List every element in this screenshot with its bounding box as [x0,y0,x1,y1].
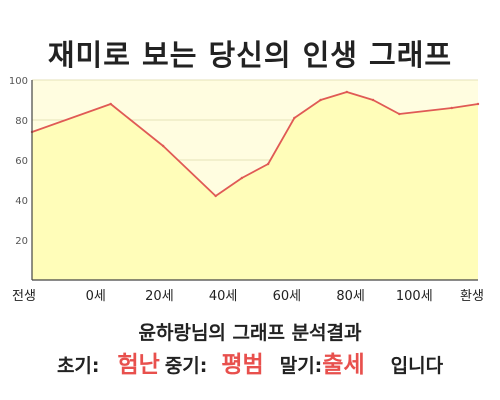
late-label: 말기: [279,355,323,377]
y-tick-label: 80 [15,116,28,127]
data-point [293,116,296,120]
analysis-result: 초기: 험난 중기: 평범 말기: 출세 입니다 [0,345,500,379]
early-label: 초기: [56,355,100,377]
analysis-heading: 윤하랑님의 그래프 분석결과 [138,322,362,344]
suffix-text: 입니다 [390,355,444,377]
chart-title: 재미로 보는 당신의 인생 그래프 [47,38,453,72]
data-point [214,194,217,198]
x-tick-label: 60세 [273,289,302,304]
x-tick-label: 80세 [336,289,365,304]
x-tick-label: 20세 [145,289,174,304]
data-point [319,98,322,102]
data-point [371,98,375,102]
x-tick-label: 전생 [12,289,36,304]
y-tick-label: 20 [15,236,28,247]
mid-value: 평범 [221,352,264,378]
data-point [450,106,453,110]
data-point [398,112,401,116]
data-point [161,144,165,148]
x-tick-label: 환생 [460,289,484,304]
y-tick-label: 60 [15,156,28,167]
early-value: 험난 [117,352,160,378]
x-tick-label: 40세 [209,289,238,304]
data-point [109,102,112,106]
x-tick-label: 0세 [86,289,106,304]
area-fill [32,92,478,280]
late-value: 출세 [322,352,365,378]
data-point [266,162,270,166]
life-graph-chart: 20 40 60 80 100 전생 0세 20세 40세 60세 80세 100세 환생 [9,76,484,304]
y-tick-label: 100 [9,76,28,87]
y-tick-label: 40 [15,196,28,207]
mid-label: 중기: [164,355,208,377]
x-tick-label: 100세 [396,289,433,304]
data-point [345,90,349,94]
data-point [240,176,244,180]
data-point [476,102,480,106]
